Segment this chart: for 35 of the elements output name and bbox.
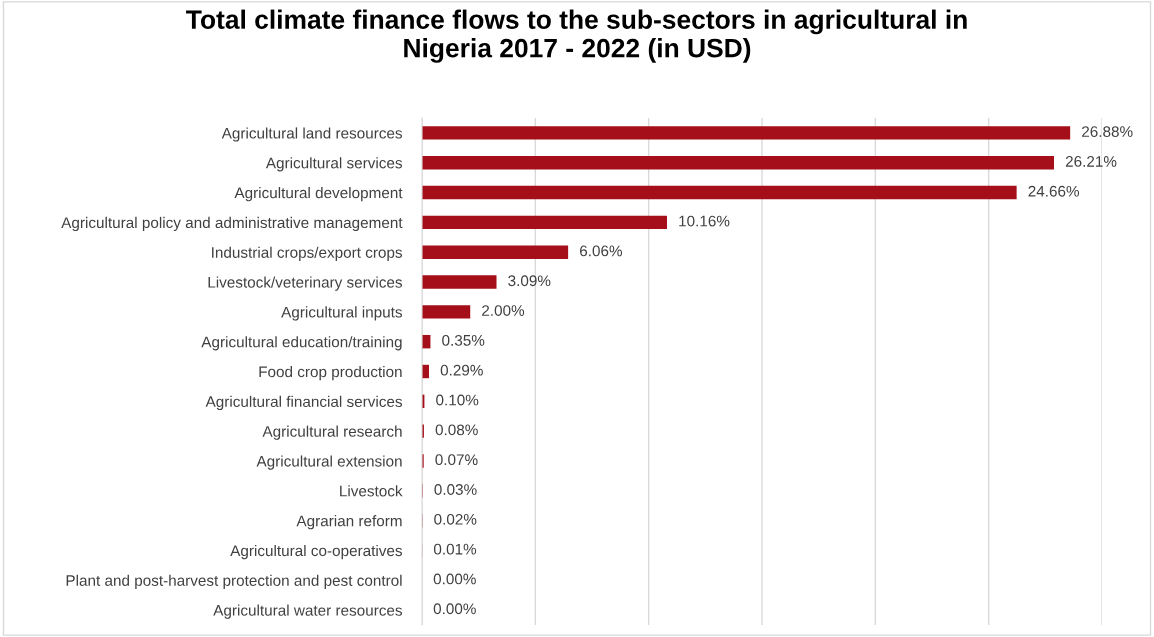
data-label: 0.00% bbox=[433, 573, 476, 585]
data-label: 0.10% bbox=[436, 394, 479, 406]
data-label: 24.66% bbox=[1028, 185, 1080, 197]
y-tick-label: Agricultural services bbox=[265, 157, 403, 172]
y-tick-label: Agricultural development bbox=[234, 187, 403, 202]
data-label: 2.00% bbox=[482, 305, 525, 316]
data-label: 26.88% bbox=[1082, 126, 1133, 138]
y-tick-label: Agricultural extension bbox=[256, 455, 402, 470]
y-tick-label: Agricultural education/training bbox=[201, 336, 402, 351]
data-label: 10.16% bbox=[679, 215, 730, 227]
data-label: 0.08% bbox=[435, 424, 478, 436]
data-label: 0.02% bbox=[434, 513, 477, 525]
y-tick-label: Agricultural research bbox=[262, 425, 402, 440]
y-tick-label: Food crop production bbox=[259, 365, 402, 381]
data-label: 0.01% bbox=[433, 543, 477, 555]
data-label: 0.07% bbox=[435, 454, 478, 466]
y-tick-label: Agrarian reform bbox=[296, 515, 402, 530]
y-tick-label: Agricultural inputs bbox=[281, 306, 403, 321]
data-label: 0.00% bbox=[433, 603, 476, 615]
y-tick-label: Agricultural policy and administrative management bbox=[61, 216, 403, 232]
y-tick-label: Agricultural financial services bbox=[205, 395, 403, 411]
data-label: 6.06% bbox=[580, 245, 623, 257]
y-tick-label: Agricultural water resources bbox=[213, 604, 403, 619]
y-tick-label: Agricultural co-operatives bbox=[230, 544, 403, 560]
data-label: 0.03% bbox=[434, 484, 477, 495]
data-label: 0.29% bbox=[440, 364, 483, 376]
y-tick-label: Livestock bbox=[340, 485, 403, 497]
data-label: 3.09% bbox=[508, 275, 551, 287]
data-label: 26.21% bbox=[1065, 156, 1117, 167]
y-tick-label: Plant and post-harvest protection and pest control bbox=[66, 574, 402, 589]
y-tick-label: Industrial crops/export crops bbox=[212, 246, 403, 261]
data-label: 0.35% bbox=[442, 334, 485, 346]
chart-title: Total climate finance flows to the sub-sectors in agricultural in Nigeria 2017 - 2022 (in USD) bbox=[186, 9, 967, 63]
y-tick-label: Agricultural land resources bbox=[221, 127, 403, 142]
y-tick-label: Livestock/veterinary services bbox=[208, 276, 403, 291]
